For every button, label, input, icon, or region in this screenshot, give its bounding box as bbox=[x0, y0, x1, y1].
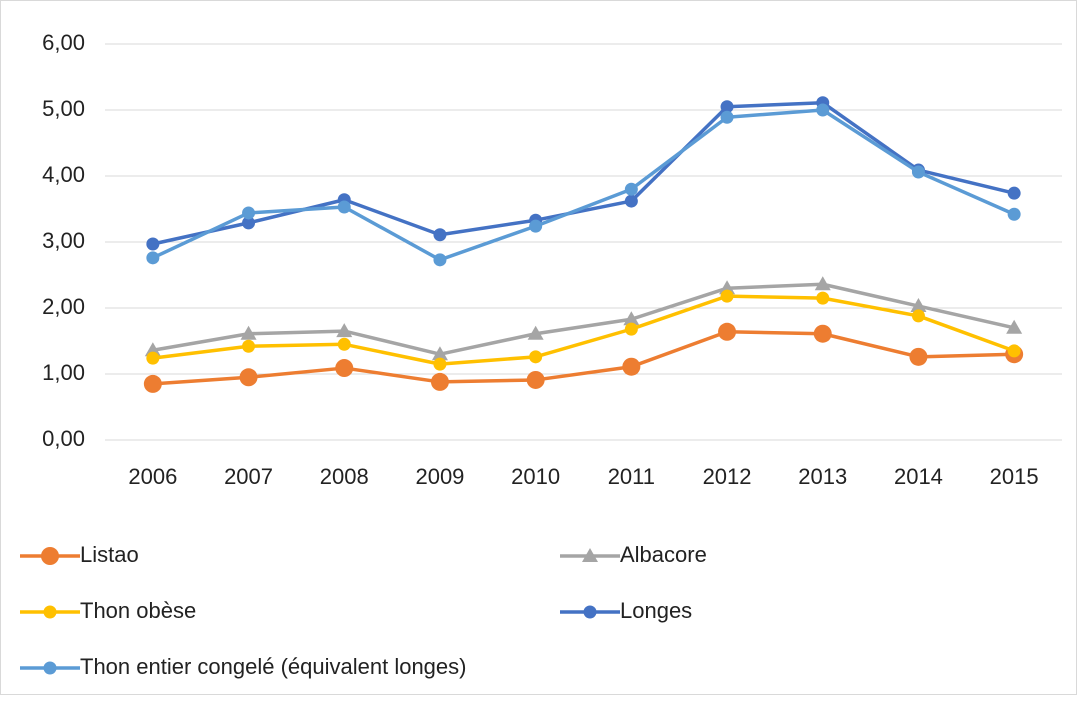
data-point bbox=[240, 325, 257, 340]
series-line bbox=[152, 330, 1015, 386]
legend-marker bbox=[41, 547, 59, 565]
data-point bbox=[1007, 344, 1021, 358]
data-point bbox=[146, 351, 160, 365]
legend-marker bbox=[583, 605, 597, 619]
data-point bbox=[527, 325, 544, 340]
data-point bbox=[720, 289, 734, 303]
legend-label: Albacore bbox=[620, 542, 707, 567]
legend-label: Thon entier congelé (équivalent longes) bbox=[80, 654, 466, 679]
data-point bbox=[719, 280, 736, 295]
series-line bbox=[152, 282, 1015, 356]
data-point bbox=[336, 323, 353, 338]
series-line bbox=[152, 294, 1015, 366]
data-point bbox=[623, 311, 640, 326]
data-point bbox=[909, 347, 928, 366]
data-point bbox=[624, 182, 638, 196]
data-point bbox=[335, 359, 354, 378]
x-tick-label: 2008 bbox=[320, 464, 369, 489]
data-point bbox=[529, 219, 543, 233]
data-point bbox=[433, 357, 447, 371]
data-point bbox=[911, 309, 925, 323]
data-point bbox=[720, 110, 734, 124]
data-point bbox=[1007, 186, 1021, 200]
data-point bbox=[146, 237, 160, 251]
y-tick-label: 4,00 bbox=[42, 162, 85, 187]
y-tick-label: 6,00 bbox=[42, 30, 85, 55]
x-tick-label: 2012 bbox=[703, 464, 752, 489]
legend-label: Longes bbox=[620, 598, 692, 623]
data-point bbox=[624, 322, 638, 336]
data-point bbox=[242, 206, 256, 220]
data-point bbox=[433, 228, 447, 242]
data-point bbox=[816, 103, 830, 117]
data-point bbox=[337, 200, 351, 214]
data-point bbox=[529, 350, 543, 364]
y-tick-label: 3,00 bbox=[42, 228, 85, 253]
data-point bbox=[431, 346, 448, 361]
legend-marker bbox=[582, 548, 598, 562]
data-point bbox=[718, 322, 737, 341]
data-point bbox=[337, 337, 351, 351]
x-tick-label: 2015 bbox=[990, 464, 1039, 489]
x-tick-label: 2014 bbox=[894, 464, 943, 489]
data-point bbox=[622, 357, 641, 376]
data-point bbox=[144, 342, 161, 357]
y-tick-label: 2,00 bbox=[42, 294, 85, 319]
data-point bbox=[911, 165, 925, 179]
data-point bbox=[242, 216, 256, 230]
data-point bbox=[430, 372, 449, 391]
legend-label: Listao bbox=[80, 542, 139, 567]
series-line bbox=[152, 108, 1015, 262]
x-tick-label: 2013 bbox=[798, 464, 847, 489]
y-tick-label: 1,00 bbox=[42, 360, 85, 385]
y-tick-label: 0,00 bbox=[42, 426, 85, 451]
legend-marker bbox=[43, 661, 57, 675]
x-tick-label: 2010 bbox=[511, 464, 560, 489]
data-point bbox=[526, 370, 545, 389]
legend-label: Thon obèse bbox=[80, 598, 196, 623]
data-point bbox=[433, 253, 447, 267]
data-point bbox=[143, 374, 162, 393]
x-tick-label: 2007 bbox=[224, 464, 273, 489]
data-point bbox=[813, 324, 832, 343]
data-point bbox=[624, 194, 638, 208]
x-tick-label: 2006 bbox=[128, 464, 177, 489]
data-point bbox=[1006, 319, 1023, 334]
y-tick-label: 5,00 bbox=[42, 96, 85, 121]
data-point bbox=[910, 298, 927, 313]
x-tick-label: 2011 bbox=[608, 464, 655, 489]
data-point bbox=[816, 291, 830, 305]
data-point bbox=[239, 368, 258, 387]
x-tick-label: 2009 bbox=[415, 464, 464, 489]
data-point bbox=[1007, 207, 1021, 221]
data-point bbox=[814, 276, 831, 291]
data-point bbox=[242, 339, 256, 353]
legend-marker bbox=[43, 605, 57, 619]
data-point bbox=[720, 100, 734, 114]
data-point bbox=[146, 251, 160, 265]
